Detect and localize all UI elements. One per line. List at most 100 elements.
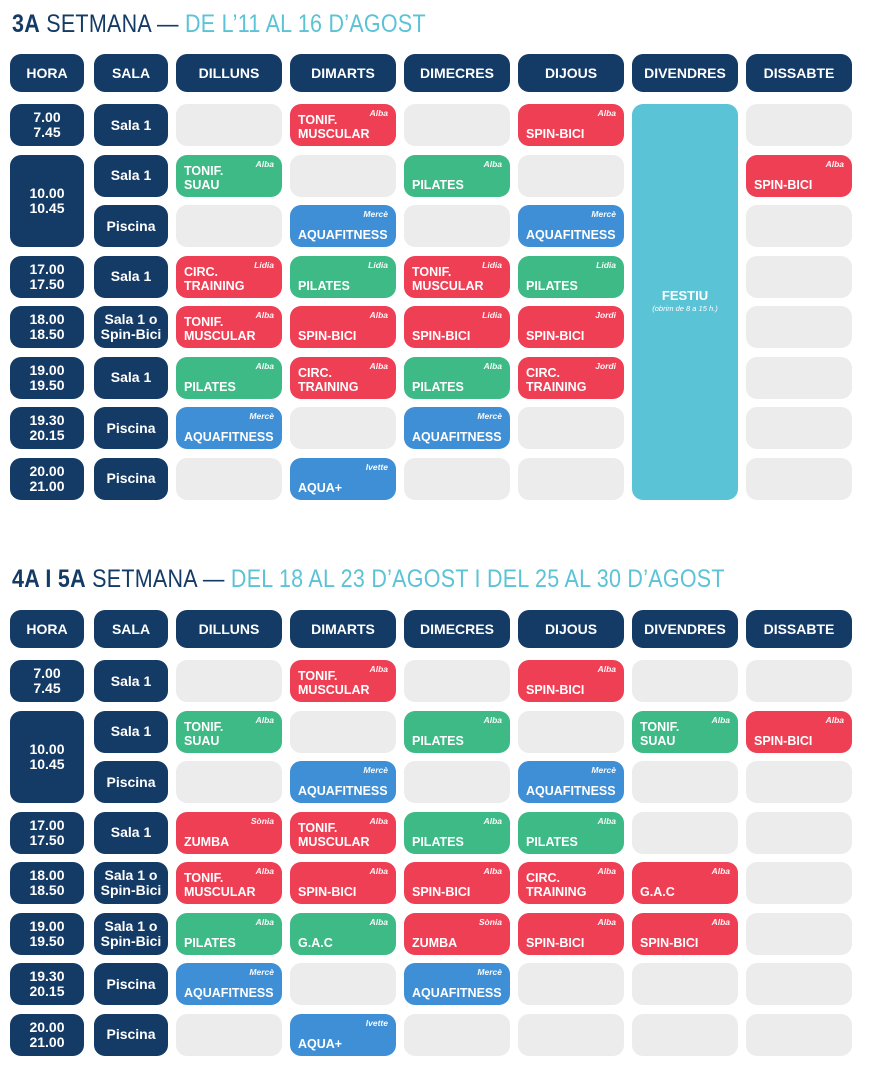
empty-slot [518, 710, 624, 753]
class-slot[interactable]: CIRC. TRAINING Alba [290, 356, 396, 399]
class-name: PILATES [298, 278, 350, 293]
class-slot[interactable]: AQUAFITNESS Mercè [176, 963, 282, 1005]
class-slot[interactable]: TONIF. MUSCULAR Lidia [404, 255, 510, 298]
class-name: AQUAFITNESS [184, 986, 274, 1000]
empty-slot [404, 457, 510, 500]
instructor-name: Alba [369, 360, 388, 371]
class-slot[interactable]: AQUAFITNESS Mercè [404, 963, 510, 1005]
instructor-name: Alba [369, 108, 388, 118]
class-slot[interactable]: PILATES Alba [176, 356, 282, 399]
class-slot[interactable]: TONIF. SUAU Alba [176, 710, 282, 753]
time-slot: 19.00 19.50 [10, 912, 84, 955]
class-slot[interactable]: SPIN-BICI Jordi [518, 306, 624, 348]
room-label: Piscina [94, 407, 168, 449]
class-name: PILATES [412, 733, 464, 748]
column-header-dissabte: DISSABTE [746, 54, 852, 92]
empty-slot [746, 457, 852, 500]
instructor-name: Alba [255, 714, 274, 725]
instructor-name: Alba [255, 158, 274, 169]
class-slot[interactable]: PILATES Alba [404, 154, 510, 197]
class-name: SPIN-BICI [526, 127, 585, 141]
time-slot: 20.00 21.00 [10, 1013, 84, 1056]
class-slot[interactable]: TONIF. SUAU Alba [176, 154, 282, 197]
class-slot[interactable]: SPIN-BICI Alba [746, 710, 852, 753]
empty-slot [632, 761, 738, 803]
class-name: SPIN-BICI [526, 683, 585, 697]
class-slot[interactable]: TONIF. MUSCULAR Alba [290, 660, 396, 702]
instructor-name: Mercè [249, 411, 274, 421]
class-name: CIRC. TRAINING [526, 871, 587, 899]
class-slot[interactable]: SPIN-BICI Alba [290, 862, 396, 904]
column-header-divendres: DIVENDRES [632, 54, 738, 92]
empty-slot [746, 1013, 852, 1056]
class-slot[interactable]: AQUAFITNESS Mercè [176, 407, 282, 449]
week-title-number: 4A I 5A [12, 565, 86, 593]
class-slot[interactable]: SPIN-BICI Alba [290, 306, 396, 348]
class-slot[interactable]: AQUAFITNESS Mercè [290, 761, 396, 803]
class-slot[interactable]: AQUAFITNESS Mercè [518, 761, 624, 803]
class-slot[interactable]: PILATES Alba [404, 811, 510, 854]
class-slot[interactable]: AQUAFITNESS Mercè [518, 205, 624, 247]
empty-slot [518, 154, 624, 197]
room-label: Piscina [94, 1013, 168, 1056]
instructor-name: Alba [483, 714, 502, 725]
class-slot[interactable]: CIRC. TRAINING Alba [518, 862, 624, 904]
empty-slot [518, 407, 624, 449]
class-slot[interactable]: PILATES Alba [518, 811, 624, 854]
class-name: TONIF. MUSCULAR [412, 264, 484, 293]
class-slot[interactable]: SPIN-BICI Alba [632, 912, 738, 955]
week-title-number: 3A [12, 10, 41, 38]
instructor-name: Mercè [477, 967, 502, 977]
class-slot[interactable]: AQUA+ Ivette [290, 1013, 396, 1056]
instructor-name: Mercè [591, 209, 616, 219]
class-slot[interactable]: SPIN-BICI Alba [518, 104, 624, 146]
class-slot[interactable]: SPIN-BICI Alba [404, 862, 510, 904]
column-header-divendres: DIVENDRES [632, 610, 738, 648]
class-slot[interactable]: G.A.C Alba [290, 912, 396, 955]
week-title: 4A I 5A SETMANA — DEL 18 AL 23 D’AGOST I… [12, 565, 725, 594]
class-slot[interactable]: AQUAFITNESS Mercè [404, 407, 510, 449]
class-slot[interactable]: SPIN-BICI Alba [518, 912, 624, 955]
class-slot[interactable]: CIRC. TRAINING Lidia [176, 255, 282, 298]
column-header-dimarts: DIMARTS [290, 54, 396, 92]
instructor-name: Alba [711, 714, 730, 725]
class-slot[interactable]: PILATES Alba [404, 710, 510, 753]
class-slot[interactable]: CIRC. TRAINING Jordi [518, 356, 624, 399]
class-slot[interactable]: TONIF. MUSCULAR Alba [176, 862, 282, 904]
class-slot[interactable]: PILATES Lidia [290, 255, 396, 298]
class-slot[interactable]: PILATES Alba [404, 356, 510, 399]
week-title-dates: DE L’11 AL 16 D’AGOST [178, 10, 426, 38]
class-slot[interactable]: TONIF. SUAU Alba [632, 710, 738, 753]
empty-slot [746, 205, 852, 247]
empty-slot [746, 255, 852, 298]
class-slot[interactable]: SPIN-BICI Alba [746, 154, 852, 197]
class-name: AQUAFITNESS [184, 430, 274, 444]
empty-slot [176, 104, 282, 146]
class-slot[interactable]: TONIF. MUSCULAR Alba [290, 104, 396, 146]
instructor-name: Alba [369, 815, 388, 826]
class-name: TONIF. MUSCULAR [184, 871, 256, 899]
empty-slot [176, 205, 282, 247]
class-slot[interactable]: TONIF. MUSCULAR Alba [176, 306, 282, 348]
room-label: Sala 1 [94, 255, 168, 298]
class-name: AQUAFITNESS [298, 784, 388, 798]
empty-slot [746, 407, 852, 449]
empty-slot [176, 457, 282, 500]
class-name: AQUAFITNESS [526, 228, 616, 242]
class-slot[interactable]: PILATES Alba [176, 912, 282, 955]
class-slot[interactable]: AQUAFITNESS Mercè [290, 205, 396, 247]
class-slot[interactable]: AQUA+ Ivette [290, 457, 396, 500]
class-name: SPIN-BICI [412, 885, 471, 899]
class-slot[interactable]: PILATES Lidia [518, 255, 624, 298]
class-slot[interactable]: G.A.C Alba [632, 862, 738, 904]
class-slot[interactable]: TONIF. MUSCULAR Alba [290, 811, 396, 854]
class-slot[interactable]: ZUMBA Sònia [176, 811, 282, 854]
class-name: PILATES [412, 834, 464, 849]
class-slot[interactable]: SPIN-BICI Lidia [404, 306, 510, 348]
class-name: AQUAFITNESS [298, 228, 388, 242]
class-slot[interactable]: ZUMBA Sònia [404, 912, 510, 955]
class-name: TONIF. MUSCULAR [298, 669, 370, 697]
empty-slot [746, 862, 852, 904]
class-slot[interactable]: SPIN-BICI Alba [518, 660, 624, 702]
holiday-block: FESTIU (obrim de 8 a 15 h.) [632, 104, 738, 500]
